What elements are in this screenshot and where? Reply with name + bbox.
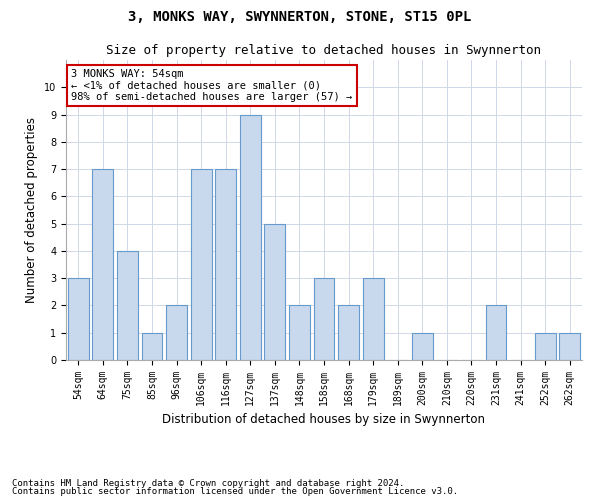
X-axis label: Distribution of detached houses by size in Swynnerton: Distribution of detached houses by size … [163,414,485,426]
Bar [338,306,359,360]
Bar [92,169,113,360]
Bar [362,278,383,360]
Bar [191,169,212,360]
Bar [485,306,506,360]
Bar [142,332,163,360]
Bar [535,332,556,360]
Bar [166,306,187,360]
Bar [240,114,261,360]
Bar [289,306,310,360]
Y-axis label: Number of detached properties: Number of detached properties [25,117,38,303]
Bar [215,169,236,360]
Text: Contains public sector information licensed under the Open Government Licence v3: Contains public sector information licen… [12,487,458,496]
Bar [559,332,580,360]
Text: Contains HM Land Registry data © Crown copyright and database right 2024.: Contains HM Land Registry data © Crown c… [12,478,404,488]
Text: 3 MONKS WAY: 54sqm
← <1% of detached houses are smaller (0)
98% of semi-detached: 3 MONKS WAY: 54sqm ← <1% of detached hou… [71,69,352,102]
Bar [412,332,433,360]
Bar [265,224,286,360]
Text: 3, MONKS WAY, SWYNNERTON, STONE, ST15 0PL: 3, MONKS WAY, SWYNNERTON, STONE, ST15 0P… [128,10,472,24]
Bar [68,278,89,360]
Bar [314,278,334,360]
Title: Size of property relative to detached houses in Swynnerton: Size of property relative to detached ho… [107,44,542,58]
Bar [117,251,138,360]
